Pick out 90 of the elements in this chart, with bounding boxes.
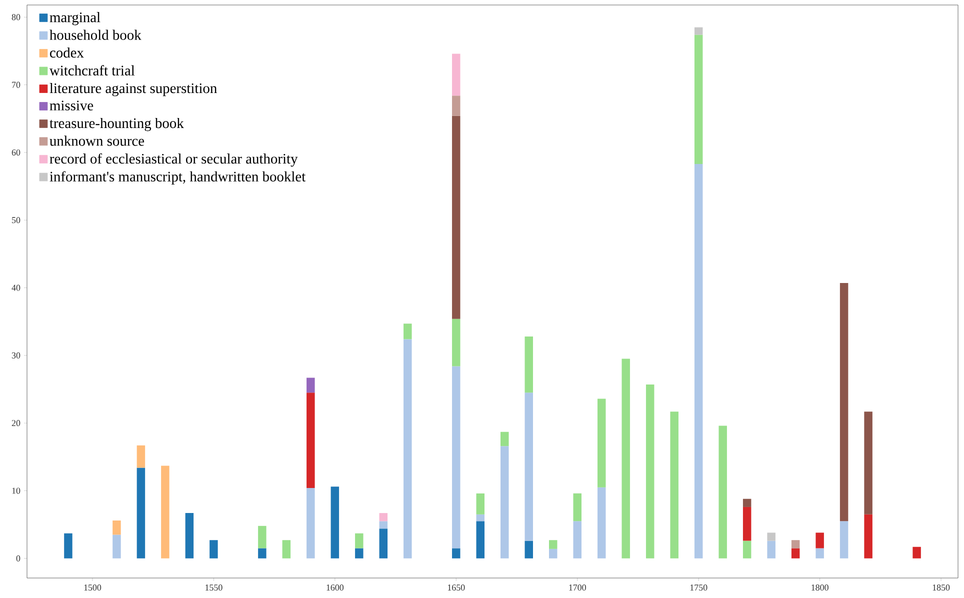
bar xyxy=(258,548,266,558)
bar xyxy=(791,540,800,548)
bar xyxy=(282,540,291,558)
legend-label: household book xyxy=(50,30,142,40)
legend-label: treasure-hounting book xyxy=(50,118,184,132)
x-tick-label: 1850 xyxy=(932,584,950,591)
bar xyxy=(864,514,872,558)
bar xyxy=(718,426,727,558)
bar xyxy=(136,468,146,558)
bar xyxy=(694,34,703,164)
bar xyxy=(112,534,121,558)
bar xyxy=(161,466,170,558)
bar xyxy=(306,392,315,488)
legend-label: informant's manuscript, handwritten booklet xyxy=(50,171,306,184)
legend-label: codex xyxy=(50,47,84,58)
bar xyxy=(694,164,703,558)
y-tick-label: 60 xyxy=(12,149,20,156)
bar xyxy=(524,336,533,393)
y-tick-label: 70 xyxy=(12,82,20,88)
x-tick-label: 1500 xyxy=(84,584,102,591)
bar xyxy=(476,514,485,522)
bar xyxy=(840,521,848,558)
y-tick-label: 10 xyxy=(12,488,20,494)
bar xyxy=(573,493,582,522)
bar xyxy=(742,540,752,558)
bar xyxy=(500,446,509,558)
legend-label: literature against superstition xyxy=(50,82,217,96)
y-tick-label: 40 xyxy=(12,284,20,291)
bar xyxy=(112,520,121,535)
legend-label: missive xyxy=(50,100,94,110)
bar xyxy=(452,96,460,116)
bar xyxy=(742,498,752,507)
x-tick-label: 1700 xyxy=(569,584,586,591)
y-tick-label: 20 xyxy=(12,420,20,426)
bar xyxy=(670,412,678,558)
x-tick-label: 1800 xyxy=(812,584,828,591)
bar xyxy=(791,548,800,558)
bar xyxy=(816,532,824,548)
x-tick-label: 1650 xyxy=(448,584,465,591)
bar xyxy=(767,540,776,558)
legend-label: unknown source xyxy=(50,136,144,146)
bar xyxy=(306,488,315,558)
bar xyxy=(500,432,509,446)
bar xyxy=(742,506,752,541)
bar xyxy=(210,540,218,558)
bar xyxy=(452,548,460,558)
bar xyxy=(404,324,412,340)
bar xyxy=(573,521,582,558)
legend-label: witchcraft trial xyxy=(49,65,135,76)
legend-label: record of ecclesiastical or secular authority xyxy=(50,153,298,167)
bar xyxy=(330,486,340,558)
y-tick-label: 80 xyxy=(12,14,20,20)
bar xyxy=(912,546,921,558)
legend-label: marginal xyxy=(50,12,100,26)
bar xyxy=(476,521,485,558)
y-tick-label: 50 xyxy=(12,217,20,224)
bar xyxy=(185,513,194,558)
bar xyxy=(816,548,824,558)
bar xyxy=(379,513,388,522)
x-tick-label: 1600 xyxy=(326,584,344,591)
bar xyxy=(597,487,606,558)
bar xyxy=(452,366,460,548)
bar xyxy=(767,532,776,541)
bar xyxy=(549,548,558,558)
bar xyxy=(258,526,266,548)
bar xyxy=(355,533,364,548)
bar xyxy=(452,116,460,319)
bar xyxy=(622,358,630,558)
bar xyxy=(306,378,315,393)
bar xyxy=(646,384,654,558)
bar xyxy=(452,54,460,96)
bar xyxy=(379,528,388,558)
bar xyxy=(355,548,364,558)
bar xyxy=(864,412,872,514)
bar xyxy=(694,27,703,35)
y-tick-label: 0 xyxy=(16,555,20,562)
x-tick-label: 1550 xyxy=(206,584,222,591)
y-tick-label: 30 xyxy=(12,352,20,358)
bar xyxy=(524,392,533,541)
bar xyxy=(64,533,72,558)
bar xyxy=(452,318,460,366)
x-tick-label: 1750 xyxy=(690,584,708,591)
bar xyxy=(549,540,558,549)
bar xyxy=(524,540,533,558)
bar xyxy=(476,493,485,514)
bar xyxy=(840,283,848,522)
bar xyxy=(404,339,412,558)
bar xyxy=(379,521,388,529)
bar xyxy=(136,445,146,468)
bar xyxy=(597,398,606,488)
